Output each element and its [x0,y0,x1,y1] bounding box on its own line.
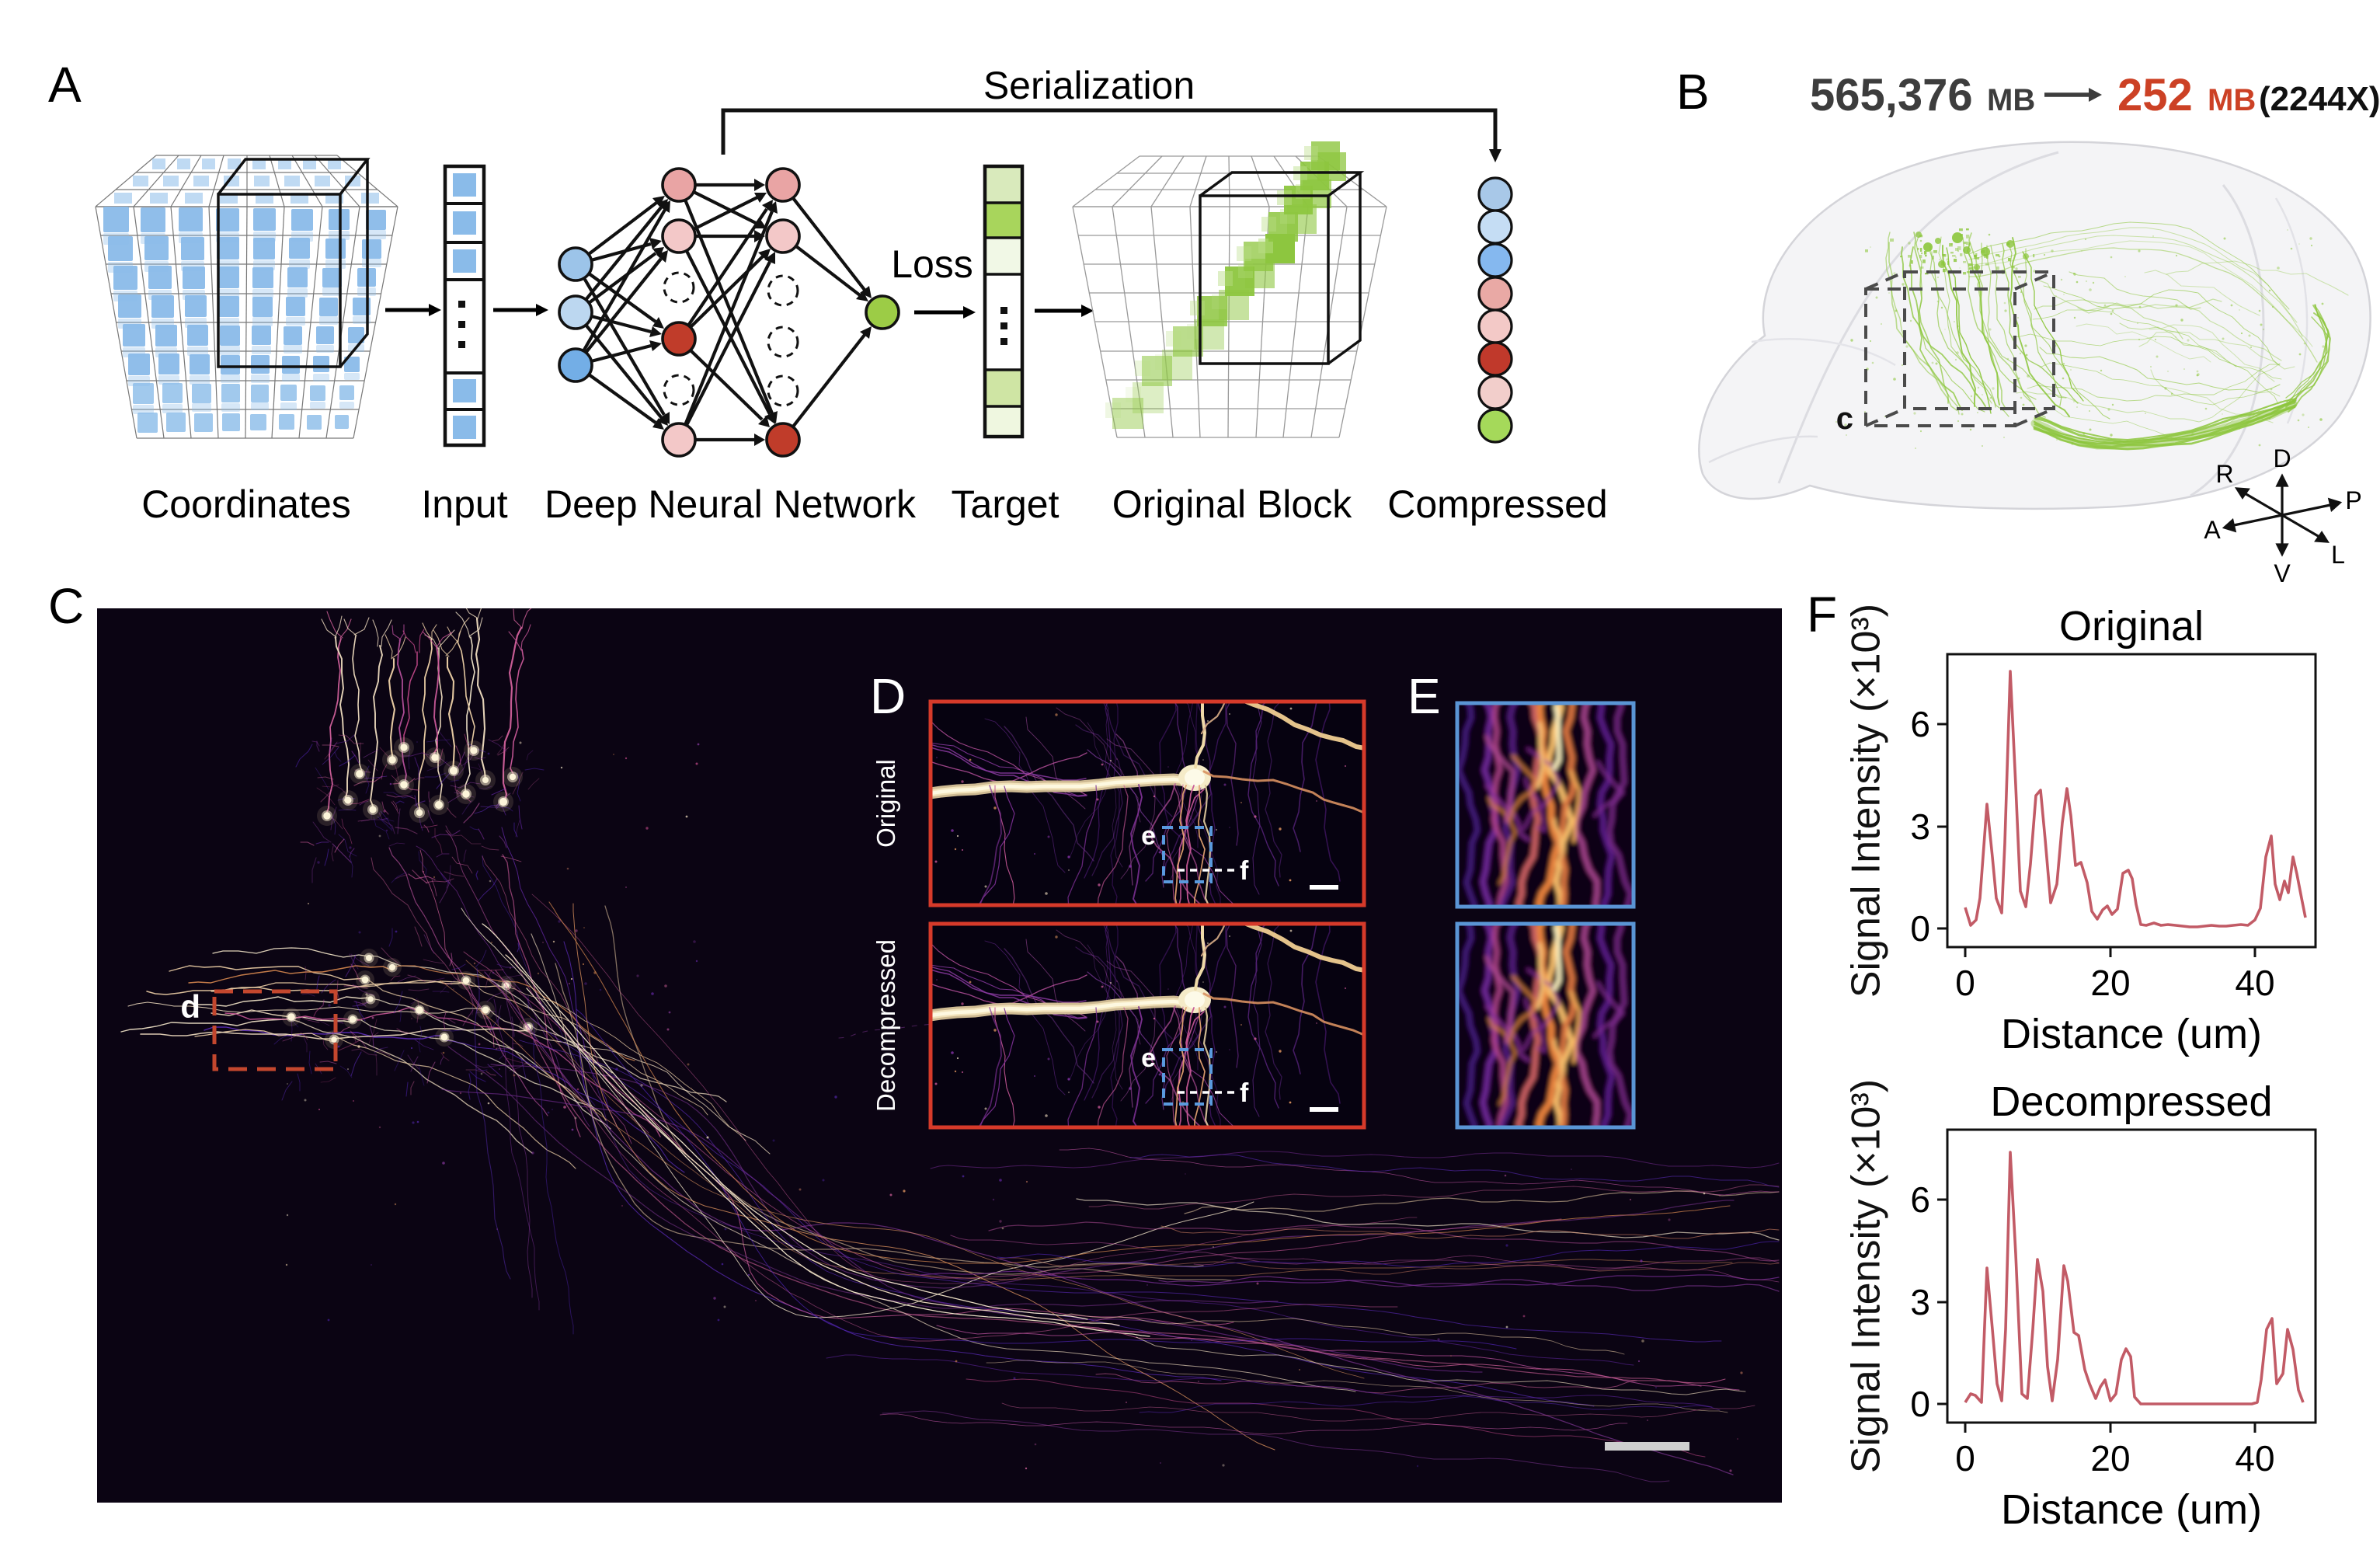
svg-text:A: A [48,57,82,113]
svg-text:Compressed: Compressed [1387,482,1607,526]
svg-text:E: E [1407,668,1441,724]
svg-text:0: 0 [1910,1384,1930,1424]
svg-text:Original Block: Original Block [1112,482,1352,526]
svg-text:f: f [1240,856,1249,886]
svg-text:0: 0 [1955,1438,1975,1479]
svg-text:0: 0 [1910,908,1930,949]
svg-text:40: 40 [2235,1438,2274,1479]
svg-text:C: C [48,578,84,634]
svg-text:Deep Neural Network: Deep Neural Network [545,482,917,526]
svg-text:3: 3 [1910,1282,1930,1322]
svg-text:20: 20 [2090,963,2130,1003]
svg-text:Coordinates: Coordinates [141,482,351,526]
svg-text:e: e [1141,821,1156,851]
svg-text:Target: Target [952,482,1060,526]
svg-text:P: P [2345,486,2361,514]
svg-text:e: e [1141,1043,1156,1073]
svg-text:MB: MB [2208,83,2256,117]
svg-text:B: B [1676,64,1710,120]
svg-text:R: R [2215,460,2233,488]
svg-text:D: D [870,668,906,724]
svg-text:Original: Original [872,759,900,848]
svg-text:40: 40 [2235,963,2274,1003]
svg-text:(2244X): (2244X) [2259,80,2380,118]
svg-text:c: c [1836,402,1853,436]
svg-text:Decompressed: Decompressed [872,939,900,1112]
svg-text:Signal Intensity (×10³): Signal Intensity (×10³) [1844,1079,1889,1473]
svg-text:Signal Intensity (×10³): Signal Intensity (×10³) [1844,604,1889,998]
svg-text:Loss: Loss [891,242,973,286]
svg-text:D: D [2273,444,2291,472]
svg-text:Distance (um): Distance (um) [2001,1011,2262,1057]
svg-text:20: 20 [2090,1438,2130,1479]
svg-text:L: L [2331,541,2345,569]
svg-text:3: 3 [1910,806,1930,847]
svg-text:0: 0 [1955,963,1975,1003]
svg-text:A: A [2204,516,2221,544]
svg-text:d: d [180,988,200,1025]
svg-text:MB: MB [1987,83,2035,117]
svg-text:V: V [2274,559,2291,587]
svg-text:252: 252 [2117,70,2193,120]
svg-text:6: 6 [1910,704,1930,744]
svg-text:F: F [1807,587,1837,643]
svg-text:Decompressed: Decompressed [1990,1078,2272,1125]
svg-text:565,376: 565,376 [1810,70,1973,120]
svg-text:f: f [1240,1078,1249,1108]
svg-text:Serialization: Serialization [983,64,1195,107]
svg-text:Distance (um): Distance (um) [2001,1486,2262,1533]
svg-text:Input: Input [421,482,507,526]
svg-text:Original: Original [2059,603,2204,650]
svg-text:6: 6 [1910,1179,1930,1220]
